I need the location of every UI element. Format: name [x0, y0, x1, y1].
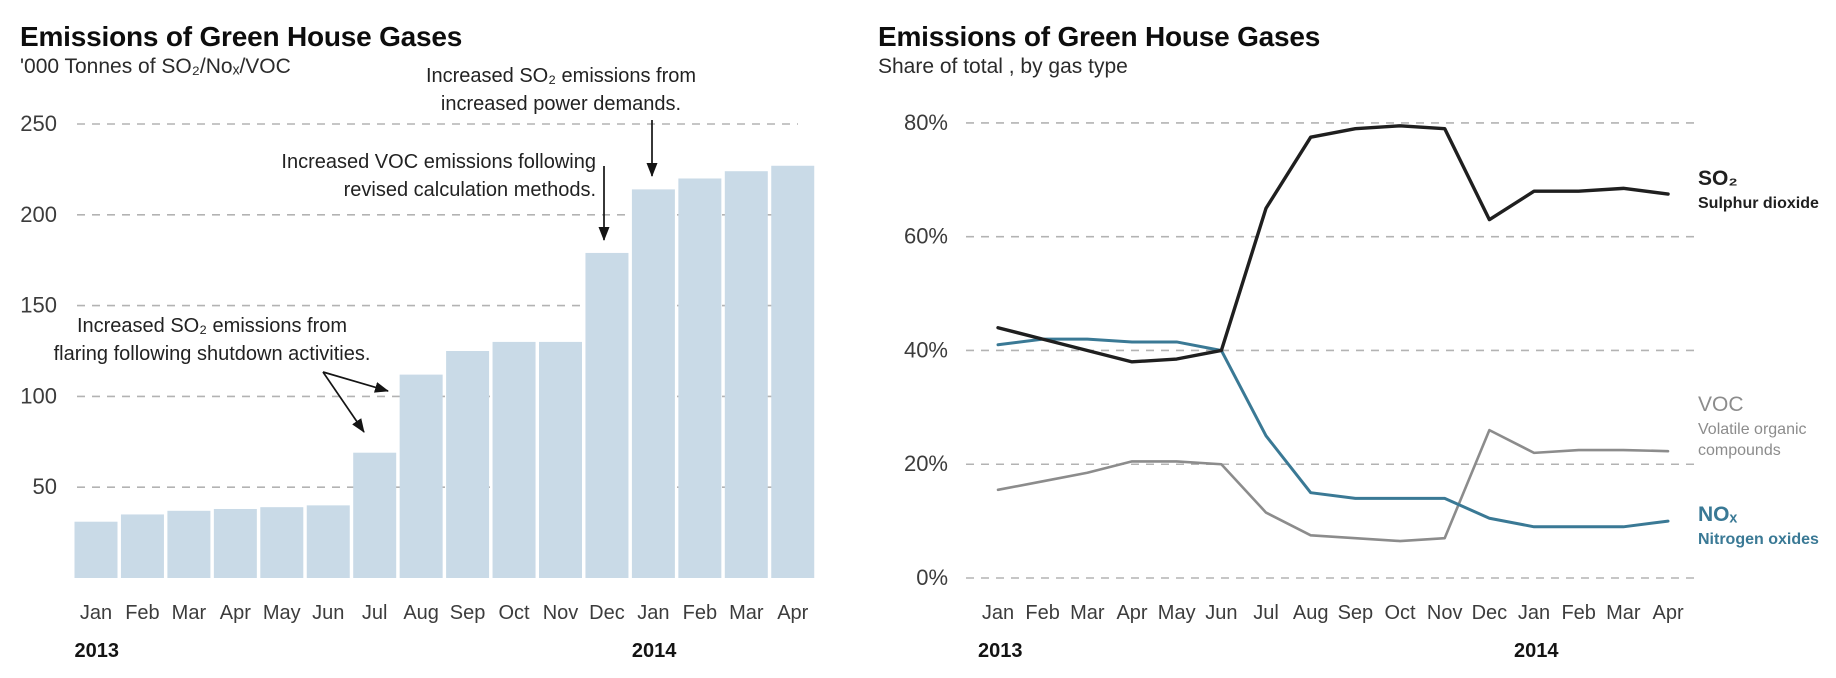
month-label: Nov [543, 602, 579, 624]
series-line-nox [996, 337, 1670, 529]
bar-apr-3 [213, 508, 257, 578]
bar-aug-7 [399, 374, 443, 578]
month-label: Dec [589, 602, 625, 624]
bar-feb-13 [678, 178, 722, 579]
y-tick-label: 0% [916, 565, 948, 590]
month-label: Mar [1070, 602, 1105, 624]
annotation-text: Increased SO₂ emissions from [77, 315, 347, 337]
month-label: Feb [1561, 602, 1595, 624]
month-label: Feb [1025, 602, 1059, 624]
right-chart-subtitle: Share of total , by gas type [878, 55, 1128, 78]
y-tick-label: 250 [20, 111, 57, 136]
bar-feb-1 [120, 514, 164, 578]
month-label: Dec [1472, 602, 1508, 624]
month-label: Jun [312, 602, 344, 624]
nox-series-description: Nitrogen oxides [1698, 531, 1819, 548]
year-label: 2013 [978, 640, 1023, 662]
so2-series-name: SO₂ [1698, 167, 1738, 190]
bar-mar-2 [167, 510, 211, 578]
bar-jan-0 [74, 521, 118, 578]
month-label: Feb [125, 602, 159, 624]
year-label: 2014 [1514, 640, 1559, 662]
y-tick-label: 60% [904, 224, 948, 249]
left-chart-title: Emissions of Green House Gases [20, 21, 463, 52]
left-chart-subtitle: '000 Tonnes of SO₂/Noₓ/VOC [20, 55, 291, 78]
nox-series-label: NOₓ Nitrogen oxides [1698, 504, 1819, 550]
bar-dec-11 [585, 252, 629, 578]
bar-may-4 [260, 507, 304, 578]
year-label: 2014 [632, 640, 677, 662]
y-tick-label: 200 [20, 202, 57, 227]
series-line-so2 [996, 124, 1670, 364]
bar-jun-5 [306, 505, 350, 578]
month-label: Jul [362, 602, 388, 624]
so2-series-label: SO₂ Sulphur dioxide [1698, 168, 1819, 214]
month-label: Oct [1384, 602, 1416, 624]
so2-series-description: Sulphur dioxide [1698, 195, 1819, 212]
month-label: May [263, 602, 301, 624]
voc-series-description-line1: Volatile organic [1698, 421, 1807, 438]
bar-nov-10 [539, 341, 582, 578]
month-label: Jun [1205, 602, 1237, 624]
bar-apr-15 [771, 165, 815, 578]
annotation-text: Increased SO₂ emissions from [426, 65, 696, 87]
annotation-text: increased power demands. [441, 93, 681, 115]
annotation-text: flaring following shutdown activities. [54, 343, 371, 365]
month-label: Jan [1518, 602, 1550, 624]
month-label: Mar [1606, 602, 1641, 624]
bar-jul-6 [353, 452, 397, 578]
y-tick-label: 20% [904, 451, 948, 476]
year-label: 2013 [75, 640, 120, 662]
month-label: Mar [729, 602, 764, 624]
month-label: Sep [1338, 602, 1374, 624]
month-label: Apr [777, 602, 808, 624]
month-label: Jul [1253, 602, 1279, 624]
bar-sep-8 [446, 351, 490, 578]
month-label: Apr [1652, 602, 1683, 624]
month-label: Apr [1116, 602, 1147, 624]
month-label: Feb [683, 602, 717, 624]
right-chart-title: Emissions of Green House Gases [878, 21, 1321, 52]
month-label: Aug [403, 602, 439, 624]
nox-series-name: NOₓ [1698, 503, 1738, 526]
voc-series-name: VOC [1698, 393, 1744, 416]
y-tick-label: 40% [904, 337, 948, 362]
y-tick-label: 80% [904, 110, 948, 135]
series-line-voc [996, 428, 1670, 543]
y-tick-label: 100 [20, 383, 57, 408]
y-tick-label: 150 [20, 293, 57, 318]
month-label: Sep [450, 602, 486, 624]
month-label: Aug [1293, 602, 1329, 624]
y-tick-label: 50 [33, 474, 57, 499]
annotation-arrow [322, 371, 365, 433]
month-label: Jan [982, 602, 1014, 624]
month-label: Mar [172, 602, 207, 624]
annotation-text: revised calculation methods. [344, 179, 596, 201]
annotation-text: Increased VOC emissions following [281, 151, 596, 173]
month-label: May [1158, 602, 1196, 624]
bar-oct-9 [492, 341, 536, 578]
month-label: Apr [220, 602, 251, 624]
voc-series-description-line2: compounds [1698, 442, 1781, 459]
annotation-arrow [322, 371, 389, 393]
bar-jan-12 [631, 189, 675, 578]
voc-series-label: VOC Volatile organic compounds [1698, 394, 1807, 461]
month-label: Jan [80, 602, 112, 624]
month-label: Jan [637, 602, 669, 624]
bar-mar-14 [724, 171, 768, 578]
month-label: Nov [1427, 602, 1463, 624]
month-label: Oct [498, 602, 530, 624]
